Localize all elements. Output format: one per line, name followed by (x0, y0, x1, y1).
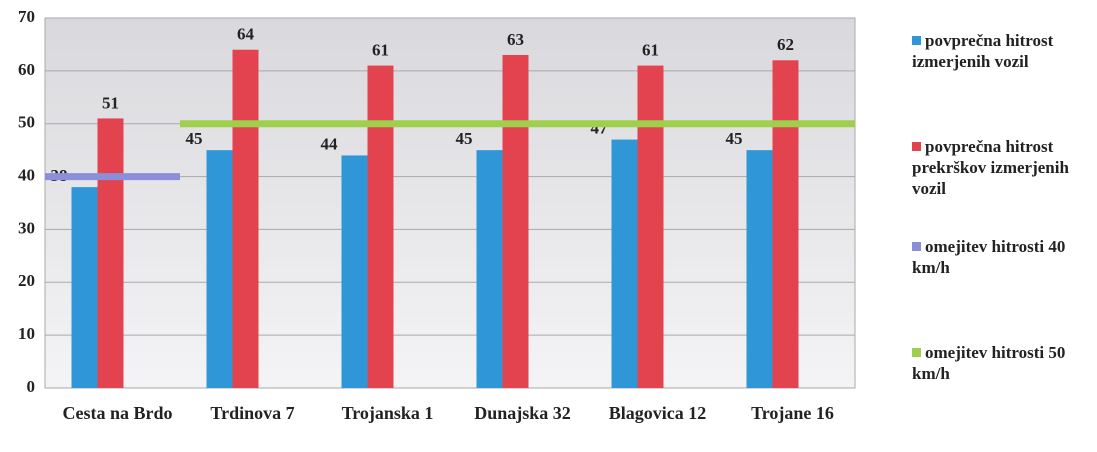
bar (206, 150, 233, 388)
legend-item: omejitev hitrosti 50 km/h (912, 342, 1087, 384)
y-tick-label: 0 (27, 377, 36, 396)
data-label: 51 (102, 93, 119, 112)
data-label: 64 (237, 25, 255, 44)
bar (746, 150, 773, 388)
legend-swatch (912, 36, 921, 45)
legend-swatch (912, 348, 921, 357)
bar (476, 150, 503, 388)
bar (772, 60, 799, 389)
legend-item: povprečna hitrost prekrškov izmerjenih v… (912, 136, 1087, 199)
data-label: 44 (321, 134, 339, 153)
data-label: 45 (456, 129, 473, 148)
data-label: 45 (726, 129, 743, 148)
x-tick-label: Cesta na Brdo (62, 403, 173, 423)
legend-item: povprečna hitrost izmerjenih vozil (912, 30, 1087, 72)
bar (97, 118, 124, 388)
data-label: 62 (777, 35, 794, 54)
data-label: 61 (372, 40, 389, 59)
x-tick-label: Trdinova 7 (210, 403, 295, 423)
data-label: 61 (642, 40, 659, 59)
legend-label: omejitev hitrosti 50 km/h (912, 343, 1066, 383)
x-tick-label: Blagovica 12 (608, 403, 707, 423)
bar (71, 187, 98, 388)
legend-label: povprečna hitrost prekrškov izmerjenih v… (912, 137, 1069, 198)
plot-area (44, 17, 856, 389)
y-tick-label: 20 (18, 271, 35, 290)
bar (637, 65, 664, 389)
bar (502, 55, 529, 388)
y-tick-label: 10 (18, 324, 35, 343)
bar (611, 139, 638, 388)
y-tick-label: 50 (18, 113, 35, 132)
y-tick-label: 60 (18, 60, 35, 79)
data-label: 45 (186, 129, 203, 148)
legend-item: omejitev hitrosti 40 km/h (912, 236, 1087, 278)
y-tick-label: 70 (18, 7, 35, 26)
y-tick-label: 30 (18, 218, 35, 237)
data-label: 63 (507, 30, 524, 49)
legend-swatch (912, 142, 921, 151)
x-tick-label: Trojane 16 (751, 403, 834, 423)
bar (367, 65, 394, 389)
x-tick-label: Dunajska 32 (474, 403, 571, 423)
legend-swatch (912, 242, 921, 251)
bar (232, 49, 259, 388)
legend-label: omejitev hitrosti 40 km/h (912, 237, 1066, 277)
x-tick-label: Trojanska 1 (341, 403, 434, 423)
bar (341, 155, 368, 388)
y-tick-label: 40 (18, 165, 35, 184)
legend-label: povprečna hitrost izmerjenih vozil (912, 31, 1054, 71)
